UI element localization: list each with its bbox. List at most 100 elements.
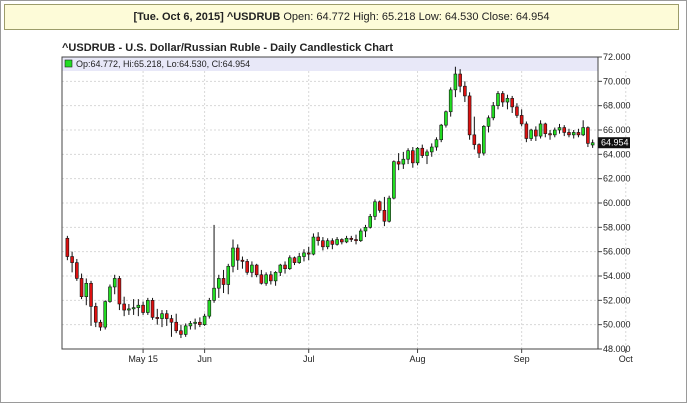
candle [486,115,491,133]
candle [269,271,273,285]
candle-body [567,132,571,136]
candle [477,143,481,158]
candle-body [89,282,93,307]
candle [93,302,98,328]
candle-body [482,126,486,154]
candle [420,144,425,158]
candle-body [283,264,287,269]
candle [103,300,107,330]
candle-body [373,201,377,217]
candle [387,195,391,223]
candle [534,126,538,141]
candle-body [183,325,188,335]
candle-body [571,132,576,136]
candle-body [193,321,197,324]
y-tick-label: 66.000 [603,125,631,135]
candle-body [188,323,193,327]
candle [292,256,297,266]
high-label: High: [353,11,379,23]
candle-body [259,274,264,284]
candle [330,238,335,250]
candle-body [458,73,462,87]
candle [164,310,169,326]
candle [335,237,339,246]
candle [193,318,197,330]
y-tick-label: 68.000 [603,101,631,111]
candle [354,234,358,245]
candle-body [141,304,145,313]
candle-body [297,256,302,263]
candle [212,224,216,303]
candle [117,276,122,311]
candle-body [349,237,354,240]
candle-body [425,151,429,156]
candle [491,102,496,121]
candle [505,94,510,110]
candle [571,130,576,139]
candle-body [472,134,477,145]
candle [127,303,131,315]
quote-symbol: ^USDRUB [226,11,281,23]
candle-body [117,278,122,305]
candle [463,81,467,103]
y-tick-label: 50.000 [603,320,631,330]
candle-body [325,240,330,248]
last-value-tag: 64.954 [598,137,630,149]
candle [240,256,245,269]
candle [482,125,486,156]
candle [259,269,264,285]
candle-body [463,85,467,97]
candle-body [496,93,500,106]
candle-body [562,127,567,133]
candle-body [179,330,183,335]
low-value: 64.530 [444,11,479,23]
candle [306,246,311,261]
candle-body [269,274,273,282]
y-axis: 48.000 50.000 52.000 54.000 56.000 58.000 60.0… [598,52,631,354]
candle [226,263,231,295]
candle [363,224,368,238]
candle [524,121,529,143]
candle-body [65,237,70,257]
candle-body [543,123,548,134]
candle [254,263,259,278]
candle [377,200,382,213]
candle [548,130,552,140]
y-tick-label: 60.000 [603,198,631,208]
candle-body [467,95,472,136]
candle [169,314,174,337]
y-tick-label: 72.000 [603,52,631,62]
candle-body [164,313,169,319]
quote-date: [Tue. Oct 6, 2015] [133,11,224,23]
candle-body [524,123,529,139]
candle [112,274,117,295]
candle [160,310,164,328]
candle [89,280,93,326]
candle [325,238,330,250]
candle-body [212,287,216,301]
candle-body [486,117,491,127]
candle-body [146,300,150,313]
candle [221,269,226,294]
candle-body [392,161,396,199]
candle-body [273,272,278,282]
y-tick-label: 64.000 [603,149,631,159]
candle-body [344,237,349,243]
candle-body [368,216,372,228]
candle-body [491,105,496,119]
candle [278,263,283,276]
chart-title: ^USDRUB - U.S. Dollar/Russian Ruble - Da… [62,42,393,54]
candle-body [316,236,320,242]
x-tick-label: May 15 [128,354,158,364]
candle [131,299,136,315]
candle-body [576,132,581,136]
candle [562,125,567,137]
candle-body [250,264,254,273]
legend-text: Op:64.772, Hi:65.218, Lo:64.530, Cl:64.9… [76,59,250,69]
grid-lines [62,71,627,349]
candle [349,235,354,242]
candle [467,92,472,140]
candle-body [335,239,339,245]
y-tick-label: 52.000 [603,295,631,305]
x-tick-label: Jun [197,354,212,364]
